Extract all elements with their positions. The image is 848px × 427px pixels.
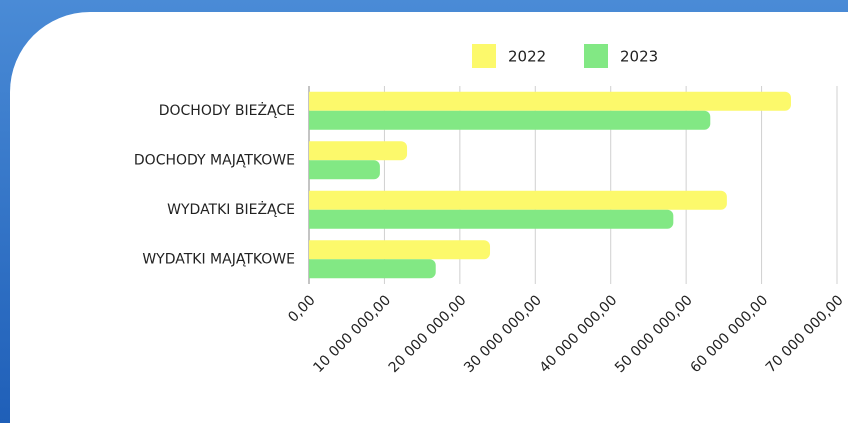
bar <box>309 259 436 279</box>
legend-swatch <box>584 44 608 68</box>
legend-swatch <box>472 44 496 68</box>
bar <box>309 190 727 210</box>
legend-label: 2023 <box>620 48 658 66</box>
y-tick-label: DOCHODY BIEŻĄCE <box>159 101 295 119</box>
y-tick-label: WYDATKI MAJĄTKOWE <box>142 251 295 267</box>
bar <box>309 240 491 260</box>
bar <box>309 141 408 161</box>
legend-label: 2022 <box>508 48 546 66</box>
bar <box>309 160 380 180</box>
bar <box>309 91 791 111</box>
y-tick-label: DOCHODY MAJĄTKOWE <box>134 152 295 168</box>
bar <box>309 110 711 130</box>
bar <box>309 209 674 229</box>
y-tick-label: WYDATKI BIEŻĄCE <box>167 200 295 218</box>
